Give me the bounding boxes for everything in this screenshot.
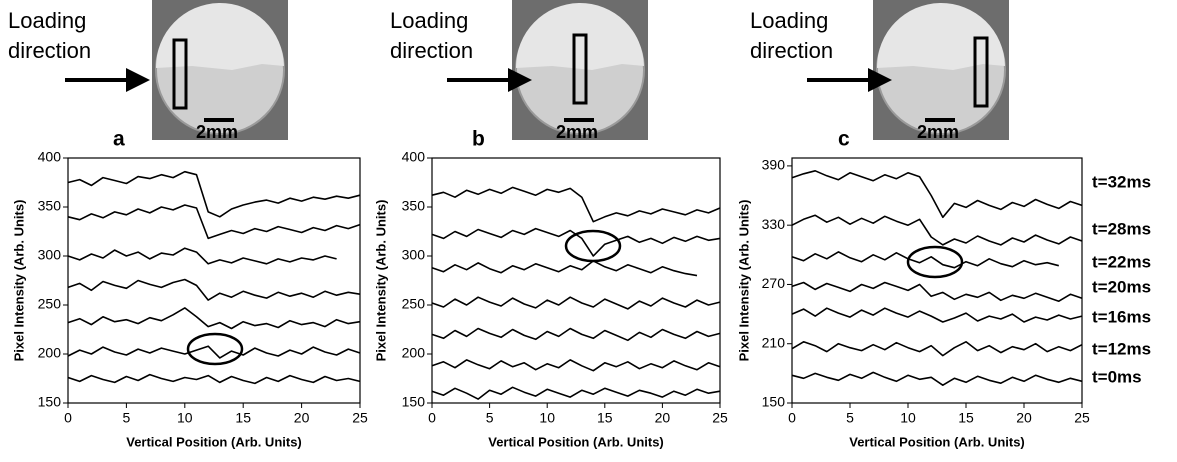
x-tick-label: 0 [428, 410, 436, 426]
x-tick-label: 15 [958, 410, 974, 426]
load-text: Loading [390, 8, 468, 33]
x-tick-label: 20 [1016, 410, 1032, 426]
specimen-upper [155, 3, 284, 71]
panel-label: c [838, 128, 850, 151]
x-tick-label: 0 [788, 410, 796, 426]
plot-frame [791, 157, 1083, 404]
load-arrow-head [508, 68, 532, 92]
series-line [431, 186, 721, 223]
y-tick-label: 210 [762, 334, 786, 350]
load-text: Loading [750, 8, 828, 33]
series-line [67, 345, 361, 359]
series-line [791, 307, 1083, 323]
load-arrow-head [868, 68, 892, 92]
x-tick-label: 5 [486, 410, 494, 426]
series-line [431, 386, 721, 400]
y-tick-label: 250 [402, 296, 426, 312]
x-tick-label: 25 [352, 410, 368, 426]
series-line [431, 260, 698, 277]
series-line [67, 278, 361, 301]
y-tick-label: 400 [38, 149, 62, 165]
y-tick-label: 150 [762, 394, 786, 410]
y-tick-label: 270 [762, 275, 786, 291]
x-tick-label: 5 [123, 410, 131, 426]
x-tick-label: 20 [294, 410, 310, 426]
highlight-ellipse [564, 229, 622, 263]
x-axis-label: Vertical Position (Arb. Units) [849, 434, 1025, 449]
scale-bar-label: 2mm [917, 122, 959, 142]
series-line [791, 214, 1083, 246]
y-tick-label: 330 [762, 216, 786, 232]
region-box [572, 33, 588, 105]
x-tick-label: 15 [235, 410, 251, 426]
x-tick-label: 0 [64, 410, 72, 426]
y-axis-label: Pixel Intensity (Arb. Units) [11, 200, 26, 362]
y-axis-label: Pixel Intensity (Arb. Units) [736, 200, 751, 362]
plot-frame [431, 157, 721, 404]
x-tick-label: 10 [177, 410, 193, 426]
series-label: t=0ms [1092, 367, 1142, 386]
series-line [431, 327, 721, 342]
load-arrow-head [126, 68, 150, 92]
x-tick-label: 5 [846, 410, 854, 426]
y-tick-label: 400 [402, 149, 426, 165]
y-tick-label: 350 [38, 198, 62, 214]
scale-bar-label: 2mm [556, 122, 598, 142]
specimen-upper [876, 3, 1005, 71]
series-line [791, 341, 1083, 357]
series-line [791, 251, 1060, 269]
x-axis-label: Vertical Position (Arb. Units) [488, 434, 664, 449]
series-line [791, 281, 1083, 302]
x-tick-label: 20 [655, 410, 671, 426]
y-tick-label: 300 [402, 247, 426, 263]
x-axis-label: Vertical Position (Arb. Units) [126, 434, 302, 449]
panel-label: b [472, 128, 485, 151]
y-tick-label: 390 [762, 157, 786, 173]
load-text: direction [390, 38, 473, 63]
series-label: t=28ms [1092, 219, 1151, 238]
series-label: t=12ms [1092, 339, 1151, 358]
series-line [431, 359, 721, 372]
y-axis-label: Pixel Intensity (Arb. Units) [373, 200, 388, 362]
y-tick-label: 150 [402, 394, 426, 410]
series-line [67, 307, 361, 330]
region-box [172, 38, 188, 110]
load-text: Loading [8, 8, 86, 33]
y-tick-label: 200 [38, 345, 62, 361]
series-line [431, 227, 721, 257]
scale-bar-label: 2mm [196, 122, 238, 142]
series-line [67, 247, 337, 265]
y-tick-label: 300 [38, 247, 62, 263]
highlight-ellipse [186, 332, 244, 366]
series-label: t=16ms [1092, 307, 1151, 326]
series-line [791, 371, 1083, 386]
series-line [67, 373, 361, 385]
panel-label: a [113, 128, 125, 151]
series-line [67, 204, 361, 240]
region-box [973, 36, 989, 108]
specimen-upper [515, 3, 644, 71]
y-tick-label: 150 [38, 394, 62, 410]
load-text: direction [750, 38, 833, 63]
y-tick-label: 350 [402, 198, 426, 214]
series-label: t=32ms [1092, 172, 1151, 191]
highlight-ellipse [906, 245, 964, 279]
series-line [791, 170, 1083, 219]
series-label: t=22ms [1092, 252, 1151, 271]
load-text: direction [8, 38, 91, 63]
x-tick-label: 10 [539, 410, 555, 426]
x-tick-label: 25 [1074, 410, 1090, 426]
x-tick-label: 25 [712, 410, 728, 426]
plot-frame [67, 157, 361, 404]
x-tick-label: 10 [900, 410, 916, 426]
y-tick-label: 250 [38, 296, 62, 312]
series-line [67, 170, 361, 218]
series-label: t=20ms [1092, 277, 1151, 296]
y-tick-label: 200 [402, 345, 426, 361]
x-tick-label: 15 [597, 410, 613, 426]
series-line [431, 296, 721, 310]
